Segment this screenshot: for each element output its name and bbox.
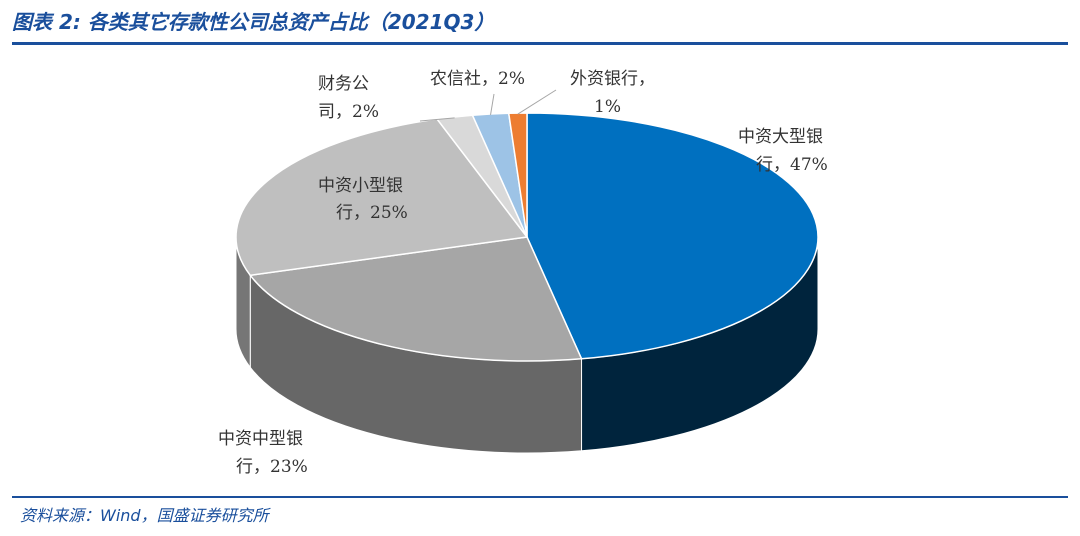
leader-line-3 bbox=[419, 117, 455, 122]
pie-slice-1 bbox=[248, 236, 583, 362]
label-foreign-bank-line1: 外资银行， bbox=[570, 69, 655, 89]
label-mid-bank-line2: 行，23% bbox=[236, 457, 308, 477]
label-large-bank-line2: 行，47% bbox=[756, 155, 828, 175]
label-rural-credit: 农信社，2% bbox=[430, 69, 525, 89]
label-small-bank-line1: 中资小型银 bbox=[318, 176, 403, 196]
pie-slice-2 bbox=[235, 118, 529, 277]
pie-slice-5 bbox=[507, 112, 528, 238]
label-finance-co-line1: 财务公 bbox=[318, 74, 369, 94]
leader-line-4 bbox=[490, 93, 495, 116]
label-large-bank-line1: 中资大型银 bbox=[738, 127, 823, 147]
pie-chart: 中资大型银 行，47% 中资中型银 行，23% 中资小型银 行，25% 财务公 … bbox=[218, 69, 828, 477]
leader-lines bbox=[419, 89, 557, 122]
chart-title: 图表 2: 各类其它存款性公司总资产占比（2021Q3） bbox=[12, 10, 495, 34]
pie-tops bbox=[235, 112, 819, 362]
label-mid-bank-line1: 中资中型银 bbox=[218, 429, 303, 449]
label-foreign-bank-line2: 1% bbox=[594, 97, 621, 117]
pie-slice-0 bbox=[526, 112, 819, 360]
label-finance-co-line2: 司，2% bbox=[318, 102, 379, 122]
title-rule bbox=[12, 42, 1068, 45]
leader-line-5 bbox=[517, 89, 557, 115]
source-note: 资料来源：Wind，国盛证券研究所 bbox=[20, 506, 269, 525]
label-small-bank-line2: 行，25% bbox=[336, 203, 408, 223]
source-rule bbox=[12, 496, 1068, 498]
